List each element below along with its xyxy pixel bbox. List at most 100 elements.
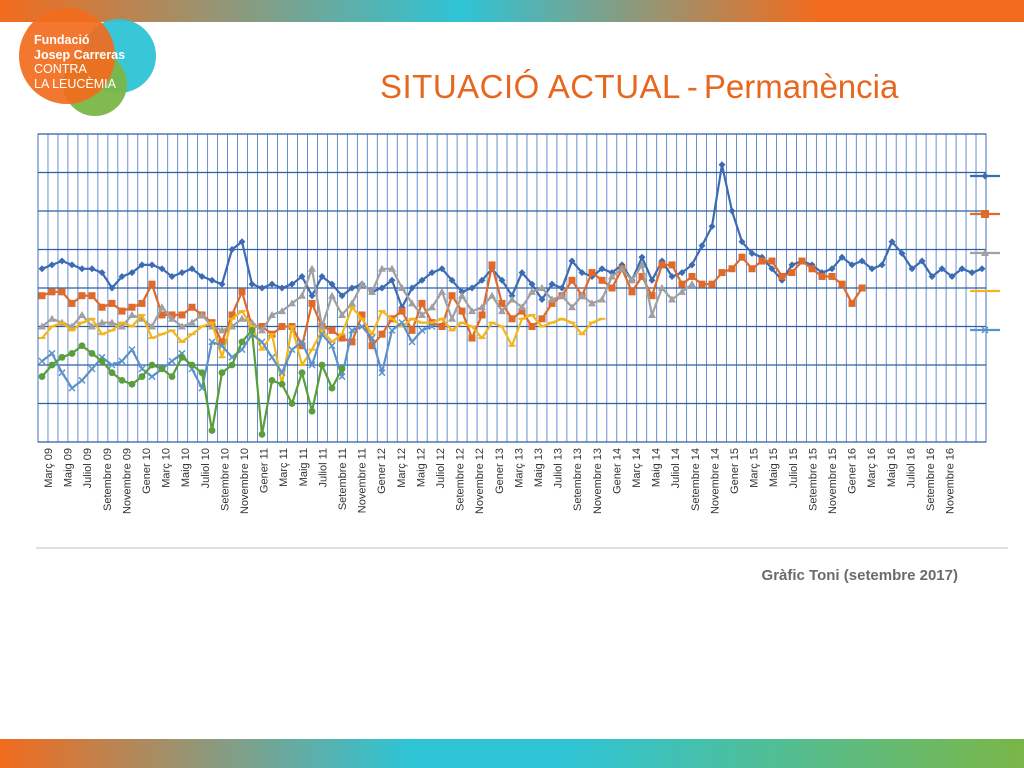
- series-6-point: [138, 373, 146, 380]
- series-3-point: [348, 299, 356, 307]
- series-1-point: [78, 265, 86, 273]
- series-6-point: [218, 369, 226, 377]
- x-tick-label: Setembre 15: [807, 448, 819, 511]
- series-1-point: [698, 242, 706, 250]
- series-1-point: [868, 265, 876, 273]
- series-2-point: [58, 288, 66, 296]
- series-2-point: [608, 284, 616, 292]
- logo-line-1: Fundació: [34, 33, 90, 47]
- series-2-point: [548, 299, 556, 307]
- series-2-point: [148, 280, 156, 288]
- x-tick-label: Juliol 14: [670, 448, 682, 488]
- series-3-point: [108, 318, 116, 326]
- logo-line-2: Josep Carreras: [34, 47, 126, 62]
- x-tick-label: Gener 12: [376, 448, 388, 494]
- series-3-point: [378, 264, 386, 272]
- logo-line-4: LA LEUCÈMIA: [34, 76, 116, 91]
- x-tick-label: Maig 10: [180, 448, 192, 487]
- series-5-point: [38, 357, 46, 365]
- series-5-point: [388, 326, 396, 334]
- x-tick-label: Novembre 15: [827, 448, 839, 514]
- series-2-point: [368, 342, 376, 350]
- series-3-point: [198, 310, 206, 318]
- x-tick-label: Novembre 14: [709, 448, 721, 514]
- series-2-point: [688, 272, 696, 280]
- top-gradient-band: [0, 0, 1024, 22]
- series-3-point: [618, 264, 626, 272]
- series-2-point: [338, 334, 346, 342]
- series-3-point: [438, 287, 446, 295]
- series-2-point: [818, 272, 826, 280]
- series-2-point: [138, 299, 146, 307]
- x-tick-label: Setembre 11: [337, 448, 349, 510]
- series-2-point: [718, 269, 726, 277]
- series-3-point: [88, 322, 96, 330]
- series-6-point: [158, 365, 166, 373]
- series-3-point: [278, 307, 286, 315]
- series-2-point: [48, 288, 56, 296]
- series-2-point: [348, 338, 356, 346]
- x-tick-label: Setembre 09: [102, 448, 114, 511]
- series-2-point: [798, 257, 806, 265]
- series-1-point: [768, 265, 776, 273]
- series-1-point: [258, 284, 266, 292]
- series-6-point: [148, 361, 156, 369]
- series-2-point: [238, 288, 246, 296]
- series-1-point: [298, 272, 306, 280]
- series-1-point: [318, 272, 326, 280]
- series-3-point: [488, 291, 496, 299]
- x-tick-label: Maig 13: [533, 448, 545, 487]
- x-tick-label: Maig 16: [886, 448, 898, 487]
- series-1-point: [678, 269, 686, 277]
- series-6-point: [68, 350, 76, 357]
- series-6-point: [338, 365, 346, 373]
- series-5-point: [368, 334, 376, 342]
- series-2-point: [358, 311, 366, 319]
- series-3-point: [558, 291, 566, 299]
- series-3-point: [408, 299, 416, 307]
- series-2-point: [468, 334, 476, 342]
- series-5-point: [258, 338, 266, 346]
- series-3-point: [168, 314, 176, 322]
- series-1-point: [178, 269, 186, 277]
- series-3-point: [598, 295, 606, 303]
- bottom-gradient-band: [0, 739, 1024, 768]
- series-3-point: [178, 322, 186, 330]
- series-1-point: [538, 296, 546, 304]
- series-1-point: [828, 265, 836, 273]
- x-tick-label: Juliol 09: [82, 448, 94, 488]
- series-1-point: [858, 257, 866, 265]
- series-1-point: [578, 269, 586, 277]
- series-2-point: [518, 307, 526, 315]
- series-5-point: [88, 365, 96, 373]
- series-3-point: [428, 303, 436, 311]
- series-2-point: [478, 311, 486, 319]
- series-3-point: [388, 264, 396, 272]
- x-tick-label: Juliol 13: [553, 448, 565, 488]
- series-5-point: [378, 369, 386, 377]
- series-3-point: [318, 322, 326, 330]
- series-1-point: [598, 265, 606, 273]
- series-5-point: [398, 319, 406, 327]
- x-tick-label: Setembre 14: [690, 448, 702, 511]
- series-3-point: [398, 284, 406, 291]
- x-tick-label: Març 13: [513, 448, 525, 488]
- series-3-point: [38, 322, 46, 330]
- series-5-point: [208, 338, 216, 346]
- series-6-point: [98, 357, 106, 365]
- series-5-point: [348, 326, 356, 334]
- series-3-point: [588, 299, 596, 307]
- x-tick-label: Març 16: [866, 448, 878, 488]
- series-1-point: [308, 292, 316, 300]
- fundacio-logo: Fundació Josep Carreras CONTRA LA LEUCÈM…: [0, 0, 170, 130]
- x-tick-label: Maig 09: [63, 448, 75, 487]
- series-2-point: [568, 276, 576, 284]
- series-6-point: [108, 369, 116, 377]
- series-2-point: [648, 292, 656, 300]
- series-3-point: [468, 307, 476, 315]
- x-tick-label: Juliol 10: [200, 448, 212, 488]
- series-1-point: [648, 276, 656, 284]
- series-1-point: [838, 253, 846, 261]
- series-5-point: [148, 373, 156, 381]
- x-tick-label: Març 12: [396, 448, 408, 488]
